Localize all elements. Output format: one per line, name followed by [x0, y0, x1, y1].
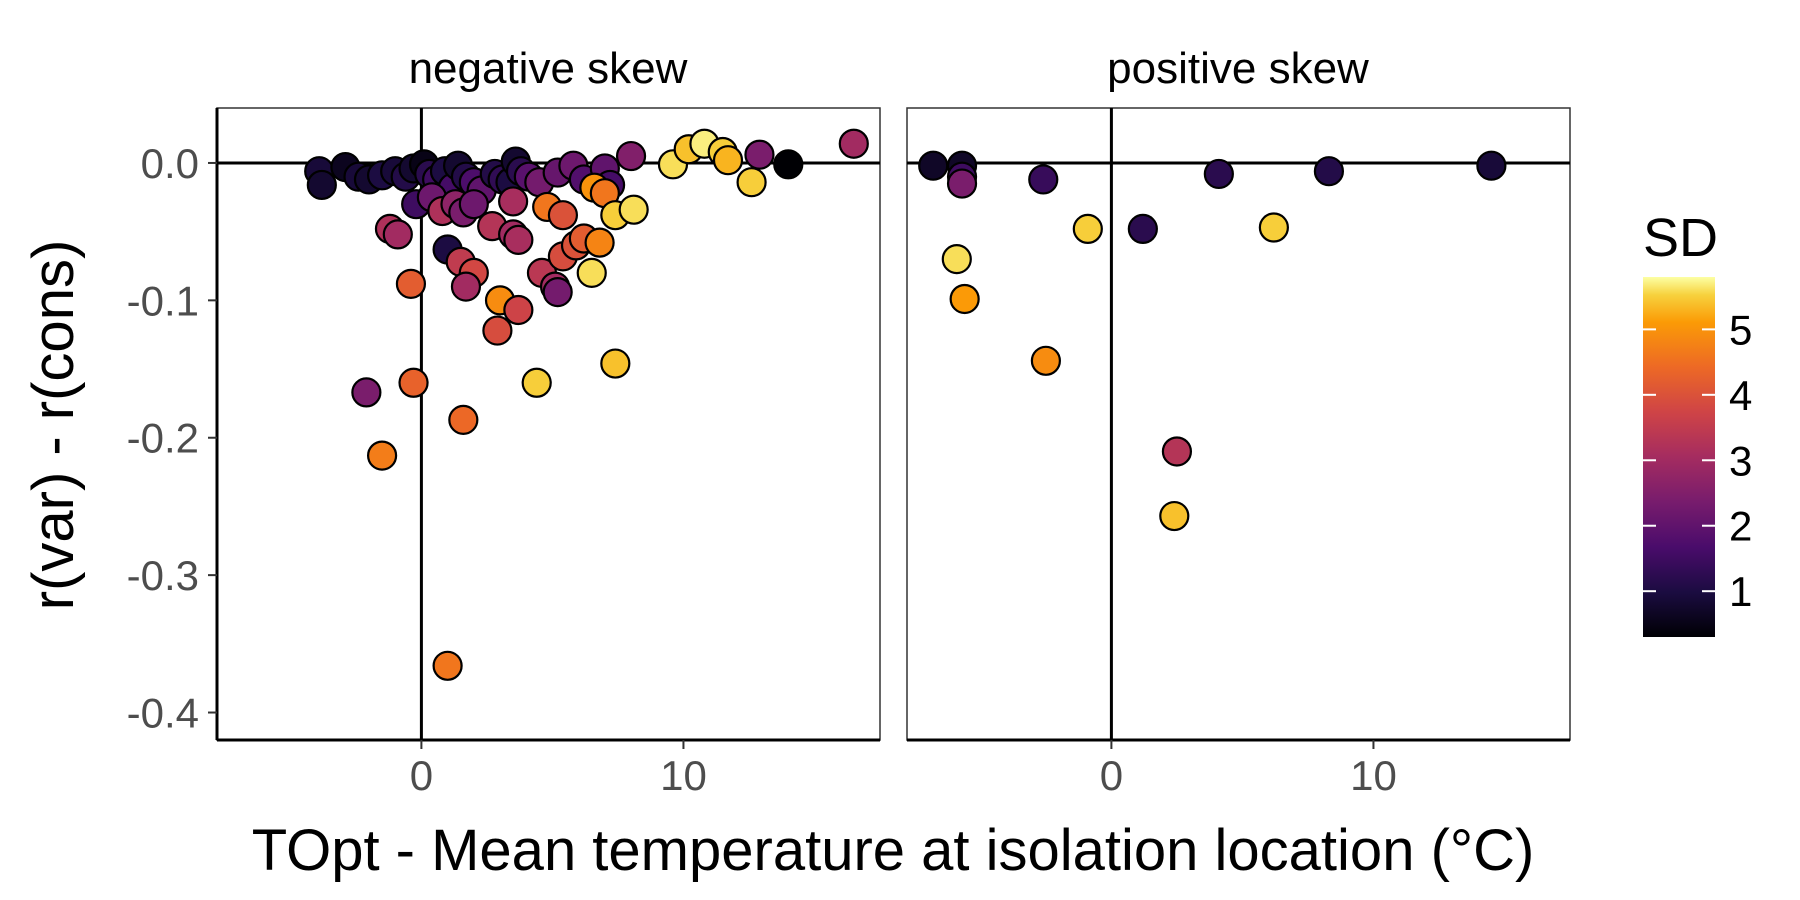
x-axis-title: TOpt - Mean temperature at isolation loc… [252, 818, 1535, 883]
y-tick-label: -0.2 [127, 415, 199, 462]
legend-colorbar [1643, 277, 1715, 637]
data-point [712, 145, 744, 176]
x-tick-label: 10 [660, 752, 707, 799]
data-point [432, 650, 463, 681]
data-point [547, 200, 579, 231]
data-point [382, 219, 413, 250]
data-point [1161, 436, 1193, 467]
data-point [949, 283, 980, 315]
data-point [1072, 213, 1103, 245]
data-point [618, 194, 649, 225]
legend-title: SD [1643, 208, 1718, 268]
data-point [450, 271, 482, 302]
y-tick-label: -0.3 [127, 552, 199, 599]
y-axis-title: r(var) - r(cons) [21, 240, 86, 611]
data-point [521, 367, 552, 398]
data-point [615, 140, 647, 172]
data-point [1203, 158, 1234, 190]
data-point [576, 257, 607, 288]
y-tick-label: -0.1 [127, 277, 199, 324]
legend-tick-label: 3 [1729, 437, 1752, 484]
data-point [398, 367, 429, 398]
legend-tick-label: 2 [1729, 503, 1752, 550]
data-point [1258, 212, 1289, 243]
panel-negative-skew: negative skew 0.0 -0.1 -0.2 -0.3 -0.4 0 10 [127, 44, 881, 799]
data-point [918, 150, 949, 181]
data-point [306, 169, 337, 201]
data-point [351, 377, 382, 408]
data-point [1476, 150, 1507, 181]
data-point [1030, 345, 1061, 376]
data-point [395, 268, 427, 299]
data-point [584, 227, 615, 258]
panel-positive-skew: positive skew 0 10 [906, 44, 1571, 799]
x-tick-label: 10 [1350, 752, 1397, 799]
x-tick-label: 0 [1100, 752, 1123, 799]
data-point [448, 404, 479, 435]
data-point [1159, 500, 1190, 532]
y-tick-label: -0.4 [127, 690, 199, 737]
data-point [773, 149, 804, 180]
panel-title-positive-skew: positive skew [1107, 44, 1369, 93]
data-point [1313, 156, 1345, 187]
data-point [542, 277, 573, 308]
data-point [600, 348, 631, 379]
data-point [503, 224, 534, 255]
y-tick-label: 0.0 [141, 140, 199, 187]
panel-frame [906, 107, 1571, 741]
data-point [744, 139, 775, 170]
data-point [1127, 213, 1158, 245]
data-point [941, 244, 972, 275]
data-point [482, 315, 513, 346]
legend-tick-label: 5 [1729, 306, 1752, 353]
data-point [946, 168, 978, 199]
data-point [1028, 164, 1059, 195]
data-point [838, 128, 869, 159]
data-point [366, 440, 398, 471]
color-legend: SD 1 2 3 4 5 [1643, 208, 1752, 637]
data-point [458, 189, 489, 220]
panel-title-negative-skew: negative skew [409, 44, 688, 93]
legend-tick-label: 4 [1729, 372, 1752, 419]
data-point [503, 294, 534, 326]
data-point [736, 167, 767, 198]
legend-tick-label: 1 [1729, 568, 1752, 615]
data-point [498, 186, 529, 217]
x-tick-label: 0 [410, 752, 433, 799]
